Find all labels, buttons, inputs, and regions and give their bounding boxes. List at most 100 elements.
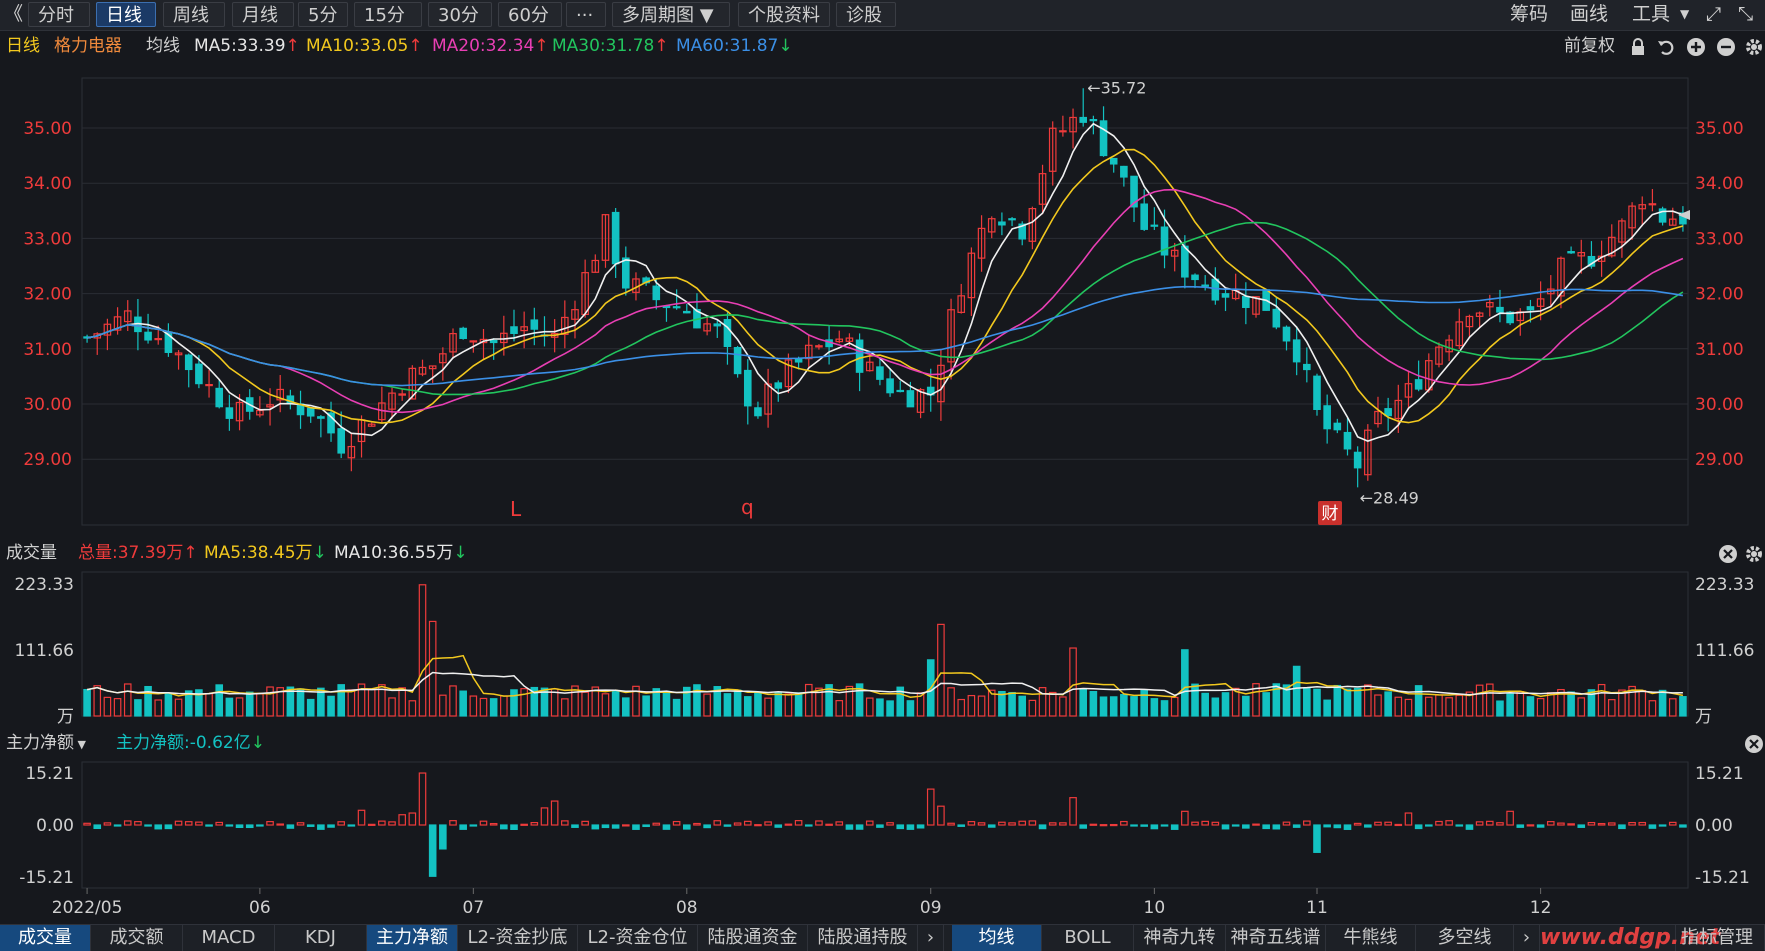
- flow-bar-89: [987, 824, 996, 828]
- volume-bar-5: [134, 699, 142, 717]
- flow-bar-126: [1364, 824, 1372, 828]
- close-flow-icon[interactable]: [1744, 734, 1764, 754]
- flow-bar-91: [1008, 822, 1016, 826]
- volume-bar-0: [83, 688, 91, 717]
- restore-icon[interactable]: ⤡: [1738, 3, 1754, 25]
- zoom-out-icon[interactable]: [1716, 37, 1736, 57]
- candle-body-34: [428, 365, 437, 370]
- ma-label[interactable]: 均线: [146, 36, 180, 56]
- volume-bar-43: [520, 688, 528, 717]
- candle-body-126: [1364, 429, 1372, 476]
- settings-gear-icon[interactable]: [1744, 37, 1764, 57]
- overlay-tab-3[interactable]: 神奇五线谱: [1226, 925, 1326, 951]
- candle-body-108: [1181, 245, 1189, 278]
- bottom-tab-7[interactable]: 陆股通资金: [698, 925, 808, 951]
- volume-bar-25: [337, 684, 345, 717]
- flow-bar-143: [1536, 824, 1545, 828]
- ma20-line: [86, 188, 1684, 414]
- volume-bar-24: [327, 695, 335, 717]
- back-button[interactable]: 《: [4, 3, 24, 25]
- candle-body-64: [733, 347, 742, 375]
- bottom-tab-6[interactable]: L2-资金仓位: [578, 925, 698, 951]
- flow-bar-46: [550, 800, 559, 826]
- flow-bar-32: [408, 812, 417, 826]
- bottom-tab-8[interactable]: 陆股通持股: [808, 925, 918, 951]
- flow-bar-31: [398, 814, 406, 826]
- flow-bar-127: [1374, 821, 1382, 826]
- bottom-tab-1[interactable]: 成交额: [91, 925, 183, 951]
- lock-icon[interactable]: [1628, 37, 1648, 57]
- tab-10[interactable]: 个股资料: [738, 2, 830, 27]
- tab-1[interactable]: 日线: [96, 2, 156, 27]
- undo-icon[interactable]: [1656, 37, 1676, 57]
- overlay-tab-0[interactable]: 均线: [952, 925, 1042, 951]
- tab-0[interactable]: 分时: [28, 2, 90, 27]
- volume-bar-123: [1333, 684, 1342, 717]
- zoom-in-icon[interactable]: [1686, 37, 1706, 57]
- flow-bar-33: [418, 772, 427, 826]
- flow-bar-35: [439, 824, 447, 850]
- fullscreen-icon[interactable]: ⤢: [1706, 3, 1722, 25]
- kline-chart[interactable]: 35.00 35.00 34.00 34.00 33.00 33.00 32.00 32.00…: [0, 0, 1765, 924]
- tab-9[interactable]: 多周期图 ▼: [612, 2, 730, 27]
- volume-bar-38: [469, 695, 478, 717]
- bottom-tab-4[interactable]: 主力净额: [367, 925, 458, 951]
- tab-7[interactable]: 60分: [498, 2, 562, 27]
- tab-5[interactable]: 15分: [354, 2, 422, 27]
- chip-button[interactable]: 筹码: [1510, 3, 1549, 25]
- flow-bar-121: [1313, 824, 1321, 853]
- volume-bar-31: [398, 687, 406, 717]
- close-volume-icon[interactable]: [1718, 544, 1738, 564]
- flow-bar-104: [1140, 824, 1148, 827]
- candle-body-15: [235, 401, 244, 422]
- overlay-tab-2[interactable]: 神奇九转: [1134, 925, 1226, 951]
- flow-bar-120: [1303, 820, 1311, 826]
- flow-bar-16: [245, 824, 254, 829]
- overlay-tab-5[interactable]: 多空线: [1416, 925, 1514, 951]
- flow-bar-62: [713, 820, 722, 826]
- flow-bar-38: [469, 824, 478, 827]
- tab-3[interactable]: 月线: [232, 2, 294, 27]
- candle-body-136: [1465, 315, 1474, 328]
- bottom-tab-5[interactable]: L2-资金抄底: [458, 925, 578, 951]
- candle-body-48: [571, 309, 579, 320]
- indicator-manage-button[interactable]: 指标管理: [1670, 925, 1765, 951]
- tools-dropdown-icon[interactable]: ▼: [1680, 7, 1690, 21]
- volume-bar-32: [408, 700, 417, 717]
- chevron-right-icon-2[interactable]: ›: [1514, 925, 1540, 951]
- price-label-right-0: 35.00: [1695, 119, 1744, 139]
- candle-body-95: [1048, 127, 1057, 172]
- price-label-right-3: 32.00: [1695, 285, 1744, 305]
- draw-button[interactable]: 画线: [1570, 3, 1609, 25]
- volume-settings-icon[interactable]: [1744, 544, 1764, 564]
- flow-bar-113: [1231, 824, 1240, 827]
- tab-2[interactable]: 周线: [163, 2, 225, 27]
- bottom-tab-3[interactable]: KDJ: [275, 925, 367, 951]
- flow-bar-66: [754, 824, 762, 827]
- volume-bar-155: [1658, 689, 1667, 717]
- volume-bar-100: [1099, 696, 1108, 717]
- volume-title[interactable]: 成交量: [6, 543, 57, 563]
- candle-body-80: [896, 389, 905, 393]
- flow-bar-54: [632, 824, 640, 830]
- candle-body-58: [672, 306, 681, 309]
- overlay-tab-1[interactable]: BOLL: [1042, 925, 1134, 951]
- volume-ma10-line: [86, 671, 1683, 697]
- overlay-tab-4[interactable]: 牛熊线: [1326, 925, 1416, 951]
- volume-bar-104: [1140, 689, 1148, 717]
- volume-bar-84: [937, 623, 945, 717]
- volume-bar-140: [1506, 693, 1514, 717]
- chevron-right-icon[interactable]: ›: [918, 925, 944, 951]
- volume-bar-12: [205, 693, 213, 717]
- tab-11[interactable]: 诊股: [836, 2, 896, 27]
- flow-bar-6: [144, 824, 152, 827]
- tools-button[interactable]: 工具: [1632, 3, 1671, 25]
- adjust-label[interactable]: 前复权: [1564, 36, 1615, 56]
- candle-body-96: [1059, 130, 1067, 133]
- tab-8[interactable]: ···: [566, 2, 606, 27]
- flow-title[interactable]: 主力净额 ▼: [6, 733, 86, 753]
- bottom-tab-0[interactable]: 成交量: [0, 925, 91, 951]
- tab-6[interactable]: 30分: [428, 2, 492, 27]
- bottom-tab-2[interactable]: MACD: [183, 925, 275, 951]
- tab-4[interactable]: 5分: [298, 2, 348, 27]
